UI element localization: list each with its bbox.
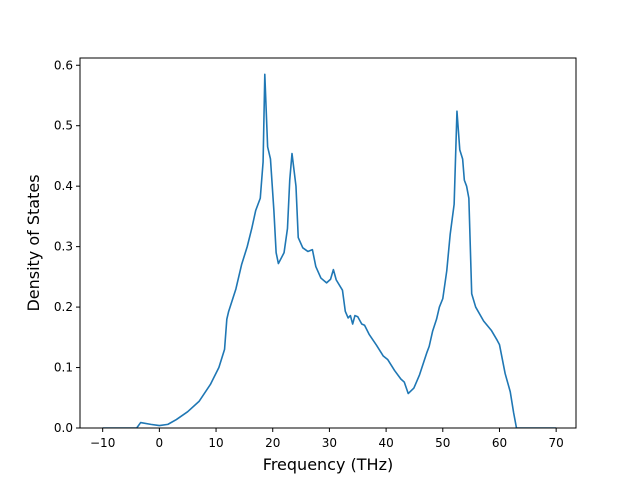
x-tick-label: 50 [435, 436, 450, 450]
axes: −10 0 10 20 30 40 50 60 70 0.0 0.1 0.2 0.3 0.4 0.5 0.6 [54, 57, 577, 450]
y-tick-label: 0.5 [54, 119, 73, 133]
x-tick-label: 60 [492, 436, 507, 450]
x-tick-label: −10 [90, 436, 115, 450]
x-tick-label: 10 [208, 436, 223, 450]
y-tick-label: 0.3 [54, 240, 73, 254]
y-axis-label: Density of States [24, 174, 43, 311]
plot-frame [79, 57, 577, 429]
y-tick-label: 0.2 [54, 300, 73, 314]
x-tick-label: 70 [549, 436, 564, 450]
x-tick-label: 0 [156, 436, 164, 450]
y-tick-label: 0.1 [54, 361, 73, 375]
y-tick-label: 0.6 [54, 58, 73, 72]
series-line-0 [102, 73, 557, 428]
x-axis-label: Frequency (THz) [263, 455, 393, 474]
y-tick-label: 0.0 [54, 421, 73, 435]
x-tick-label: 20 [265, 436, 280, 450]
x-tick-label: 30 [322, 436, 337, 450]
x-tick-label: 40 [378, 436, 393, 450]
plot-area [102, 73, 557, 428]
y-tick-label: 0.4 [54, 179, 73, 193]
